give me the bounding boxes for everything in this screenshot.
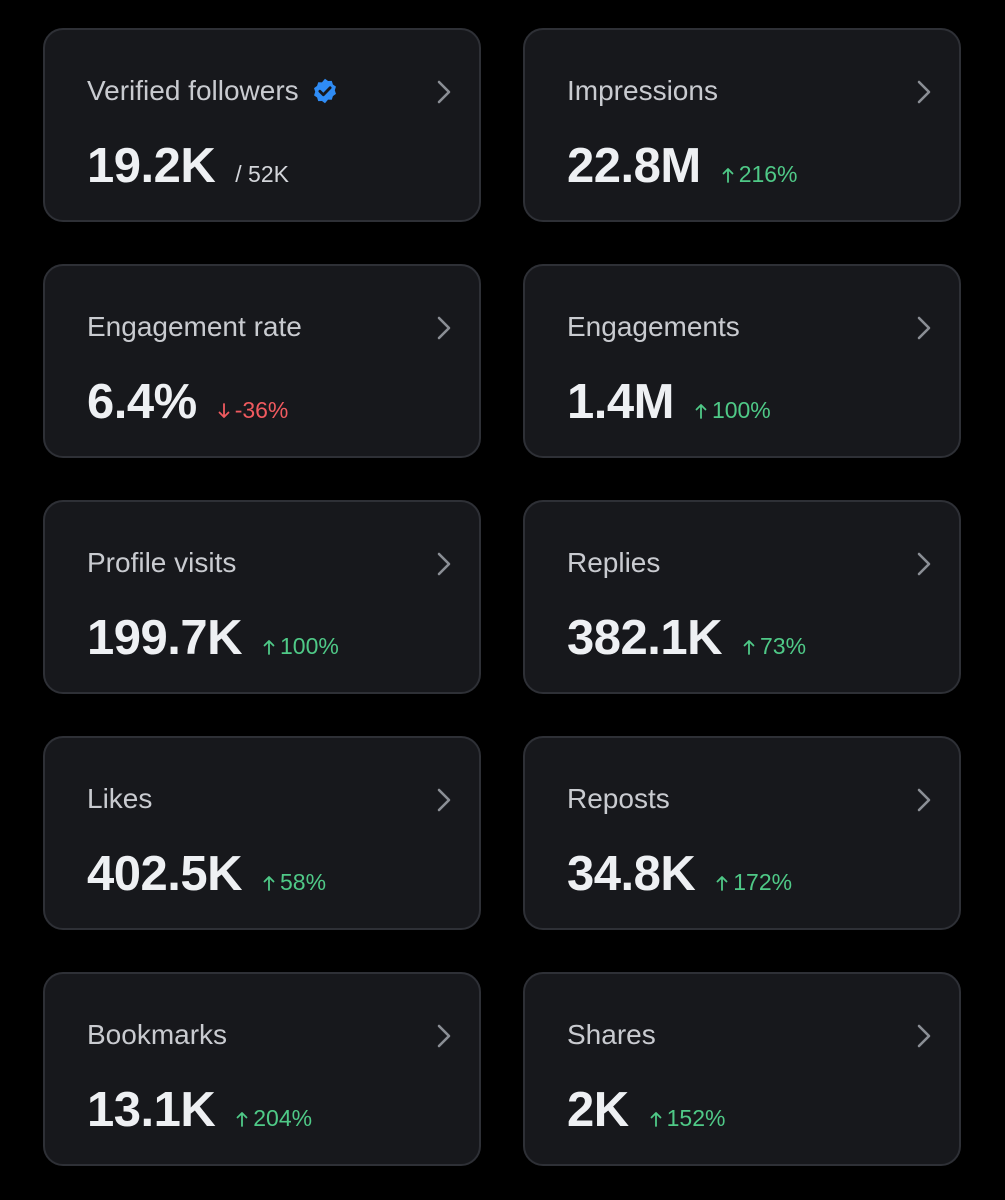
metric-change-value: 58% [280, 869, 327, 895]
value-row: 1.4M 100% [567, 374, 771, 430]
card-title-row: Engagements [567, 310, 740, 344]
card-title-row: Replies [567, 546, 660, 580]
card-title: Impressions [567, 75, 718, 106]
card-title-row: Profile visits [87, 546, 236, 580]
arrow-up-icon [722, 168, 734, 183]
chevron-right-icon [917, 552, 931, 576]
card-likes[interactable]: Likes 402.5K 58% [43, 736, 481, 930]
metric-change-value: 152% [666, 1105, 726, 1131]
metric-change-value: 100% [280, 633, 339, 659]
card-bookmarks[interactable]: Bookmarks 13.1K 204% [43, 972, 481, 1166]
metric-change: 100% [262, 633, 339, 660]
metric-value: 19.2K [87, 139, 216, 193]
metric-value: 13.1K [87, 1083, 216, 1137]
metric-change: -36% [217, 397, 289, 424]
metric-value: 402.5K [87, 847, 243, 901]
card-title: Engagement rate [87, 311, 302, 342]
metric-change: 73% [742, 633, 806, 660]
card-title-row: Shares [567, 1018, 656, 1052]
arrow-up-icon [263, 876, 275, 891]
card-title-row: Reposts [567, 782, 670, 816]
card-title: Likes [87, 783, 153, 814]
card-title-row: Impressions [567, 74, 718, 108]
metric-change: 204% [235, 1105, 312, 1132]
chevron-right-icon [437, 80, 451, 104]
card-title: Engagements [567, 311, 740, 342]
chevron-right-icon [917, 316, 931, 340]
metric-value: 382.1K [567, 611, 723, 665]
value-row: 6.4% -36% [87, 374, 288, 430]
verified-check-icon [313, 78, 336, 104]
card-verified-followers[interactable]: Verified followers 19.2K / 52K [43, 28, 481, 222]
card-title: Shares [567, 1019, 656, 1050]
card-profile-visits[interactable]: Profile visits 199.7K 100% [43, 500, 481, 694]
value-row: 402.5K 58% [87, 846, 326, 902]
chevron-right-icon [917, 80, 931, 104]
metric-change-value: -36% [234, 397, 289, 423]
value-row: 13.1K 204% [87, 1082, 312, 1138]
arrow-up-icon [716, 876, 728, 891]
card-title: Replies [567, 547, 661, 578]
card-title: Reposts [567, 783, 670, 814]
chevron-right-icon [437, 552, 451, 576]
card-title: Profile visits [87, 547, 237, 578]
metric-change: 172% [715, 869, 792, 896]
metric-value: 1.4M [567, 375, 674, 429]
card-title-row: Bookmarks [87, 1018, 227, 1052]
metric-value: 6.4% [87, 375, 197, 429]
card-impressions[interactable]: Impressions 22.8M 216% [523, 28, 961, 222]
metric-change-value: 204% [253, 1105, 313, 1131]
card-title-row: Engagement rate [87, 310, 302, 344]
chevron-right-icon [437, 1024, 451, 1048]
metric-change-value: 172% [733, 869, 793, 895]
value-row: 34.8K 172% [567, 846, 792, 902]
value-row: 2K 152% [567, 1082, 725, 1138]
chevron-right-icon [437, 788, 451, 812]
metric-value: 2K [567, 1083, 629, 1137]
value-row: 382.1K 73% [567, 610, 806, 666]
arrow-up-icon [263, 640, 275, 655]
metric-total: / 52K [235, 161, 289, 187]
card-title: Verified followers [87, 75, 299, 106]
value-row: 19.2K / 52K [87, 138, 289, 194]
card-engagements[interactable]: Engagements 1.4M 100% [523, 264, 961, 458]
metric-change: 100% [694, 397, 771, 424]
card-shares[interactable]: Shares 2K 152% [523, 972, 961, 1166]
arrow-up-icon [236, 1112, 248, 1127]
metric-value: 199.7K [87, 611, 243, 665]
metric-change: 216% [721, 161, 798, 188]
arrow-down-icon [218, 403, 230, 418]
arrow-up-icon [695, 404, 707, 419]
arrow-up-icon [650, 1112, 662, 1127]
chevron-right-icon [917, 1024, 931, 1048]
metric-value: 22.8M [567, 139, 701, 193]
value-row: 22.8M 216% [567, 138, 798, 194]
metric-value: 34.8K [567, 847, 696, 901]
metric-change: 152% [649, 1105, 726, 1132]
metric-change-value: 216% [738, 161, 798, 187]
card-title-row: Verified followers [87, 74, 339, 108]
value-row: 199.7K 100% [87, 610, 339, 666]
chevron-right-icon [917, 788, 931, 812]
chevron-right-icon [437, 316, 451, 340]
metric-change: 58% [262, 869, 326, 896]
card-engagement-rate[interactable]: Engagement rate 6.4% -36% [43, 264, 481, 458]
card-reposts[interactable]: Reposts 34.8K 172% [523, 736, 961, 930]
metric-change-value: 73% [760, 633, 807, 659]
metrics-grid: Verified followers 19.2K / 52K Impressio… [43, 28, 961, 1166]
arrow-up-icon [743, 640, 755, 655]
metric-change-value: 100% [711, 397, 771, 423]
card-replies[interactable]: Replies 382.1K 73% [523, 500, 961, 694]
card-title-row: Likes [87, 782, 152, 816]
card-title: Bookmarks [87, 1019, 228, 1050]
